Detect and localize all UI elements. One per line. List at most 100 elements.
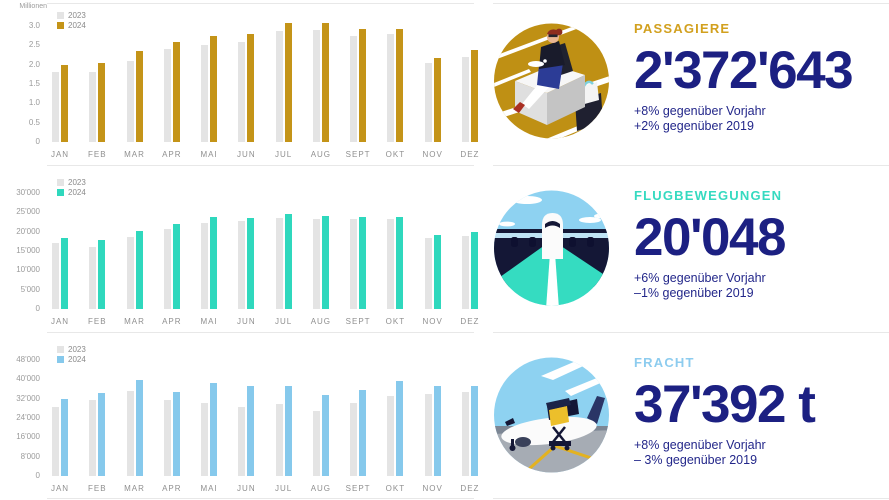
x-axis-month-label: JUL: [274, 317, 293, 326]
separator-line: [47, 165, 474, 166]
bar-2023: [387, 218, 395, 309]
x-axis-month-label: DEZ: [460, 150, 480, 159]
bar-2023: [238, 406, 246, 476]
bar-2024: [396, 216, 404, 309]
bar-group-apr: [163, 392, 180, 476]
x-axis-month-label: MAI: [200, 484, 218, 493]
y-axis-tick-label: 1.0: [28, 98, 40, 108]
bar-2023: [163, 399, 171, 476]
bar-2024: [321, 395, 329, 476]
x-axis-month-label: FEB: [87, 317, 107, 326]
bar-2024: [470, 231, 478, 309]
passengers-section: Millionen 2023 2024 0 0.5 1.0 1.5 2.0 2.5 3.0 J…: [0, 0, 889, 166]
bar-2024: [210, 383, 218, 476]
bar-2023: [126, 60, 134, 142]
bar-group-mar: [126, 51, 143, 142]
bar-group-jul: [275, 213, 292, 309]
bar-group-jan: [52, 399, 68, 476]
y-axis-tick-label: 40'000: [16, 374, 40, 384]
comparison-previous-year: +8% gegenüber Vorjahr: [634, 438, 766, 452]
bar-group-feb: [89, 393, 106, 476]
bar-2024: [247, 33, 255, 142]
legend-label: 2023: [68, 344, 86, 354]
y-axis-tick-label: 5'000: [20, 284, 40, 294]
bar-2024: [172, 41, 180, 142]
chart-legend: 2023 2024: [57, 344, 86, 364]
flight-movements-monthly-chart: 2023 2024 0 5'000 10'000 15'000 20'000 25'000 3…: [0, 167, 489, 333]
separator-line: [47, 332, 474, 333]
legend-label: 2024: [68, 354, 86, 364]
bar-2024: [396, 380, 404, 476]
bar-group-mar: [126, 230, 143, 309]
bar-2023: [52, 242, 59, 309]
legend-swatch: [57, 21, 64, 29]
cargo-section: 2023 2024 0 8'000 16'000 24'000 32'000 40'000 4…: [0, 334, 889, 500]
bar-2024: [61, 64, 68, 142]
y-axis-tick-label: 1.5: [28, 79, 40, 88]
x-axis-month-label: APR: [162, 317, 182, 326]
bar-2024: [247, 217, 255, 309]
bar-2023: [238, 220, 246, 309]
comparison-2019: –1% gegenüber 2019: [634, 286, 754, 300]
separator-line: [47, 3, 474, 4]
bar-group-okt: [387, 380, 404, 476]
y-axis-tick-label: 2.5: [28, 40, 40, 50]
bar-2023: [89, 72, 97, 142]
x-axis-month-label: MAR: [124, 150, 145, 159]
y-axis-tick-label: 0: [35, 137, 40, 146]
bar-2023: [89, 399, 97, 476]
y-axis-tick-label: 2.0: [28, 59, 40, 69]
x-axis-month-label: SEPT: [345, 317, 371, 326]
bar-2023: [238, 41, 246, 142]
bar-2024: [321, 23, 329, 142]
x-axis-month-label: JUL: [274, 484, 293, 493]
bar-group-jan: [52, 64, 68, 142]
comparison-previous-year: +6% gegenüber Vorjahr: [634, 271, 766, 285]
bar-2023: [201, 222, 209, 309]
bar-group-jun: [238, 386, 255, 476]
y-axis-tick-label: 10'000: [16, 265, 40, 275]
bar-2024: [247, 386, 255, 476]
bar-2023: [424, 62, 432, 142]
bar-2024: [470, 50, 478, 142]
legend-item-2024: 2024: [57, 187, 86, 197]
bar-2024: [172, 223, 180, 309]
bar-2024: [284, 386, 292, 476]
bar-2023: [201, 45, 209, 142]
bar-2023: [201, 402, 209, 476]
comparison-2019: – 3% gegenüber 2019: [634, 453, 758, 467]
bar-2023: [275, 30, 283, 142]
y-axis-tick-label: 48'000: [16, 355, 40, 364]
bar-2023: [424, 393, 432, 476]
bar-2023: [312, 29, 320, 142]
x-axis-month-label: MAI: [200, 317, 218, 326]
y-axis-tick-label: 24'000: [16, 413, 40, 422]
y-axis-tick-label: 15'000: [16, 246, 40, 255]
separator-line: [493, 498, 889, 499]
bar-group-nov: [424, 385, 441, 476]
y-axis-unit-label: Millionen: [19, 3, 47, 10]
x-axis-month-label: JAN: [50, 150, 70, 159]
x-axis-month-label: JUN: [237, 317, 256, 326]
bar-2023: [163, 229, 171, 309]
legend-label: 2024: [68, 20, 86, 30]
x-axis-month-label: DEZ: [460, 484, 480, 493]
bar-group-jun: [238, 217, 255, 309]
bar-group-jan: [52, 237, 68, 309]
bar-group-sept: [350, 390, 367, 476]
legend-item-2023: 2023: [57, 344, 86, 354]
bar-2023: [387, 33, 395, 142]
y-axis-tick-label: 32'000: [16, 393, 40, 403]
passengers-monthly-chart: Millionen 2023 2024 0 0.5 1.0 1.5 2.0 2.5 3.0 J…: [0, 0, 489, 166]
flight-movements-stat-panel: FLUGBEWEGUNGEN 20'048 +6% gegenüber Vorj…: [489, 167, 889, 333]
legend-item-2023: 2023: [57, 177, 86, 187]
bar-2023: [89, 247, 97, 309]
cargo-total-value: 37'392 t: [634, 375, 816, 434]
bar-2023: [387, 395, 395, 476]
panel-title: FLUGBEWEGUNGEN: [634, 188, 783, 203]
legend-label: 2024: [68, 187, 86, 197]
bar-2024: [433, 385, 441, 476]
flight-movements-section: 2023 2024 0 5'000 10'000 15'000 20'000 25'000 3…: [0, 167, 889, 333]
chart-legend: 2023 2024: [57, 177, 86, 197]
